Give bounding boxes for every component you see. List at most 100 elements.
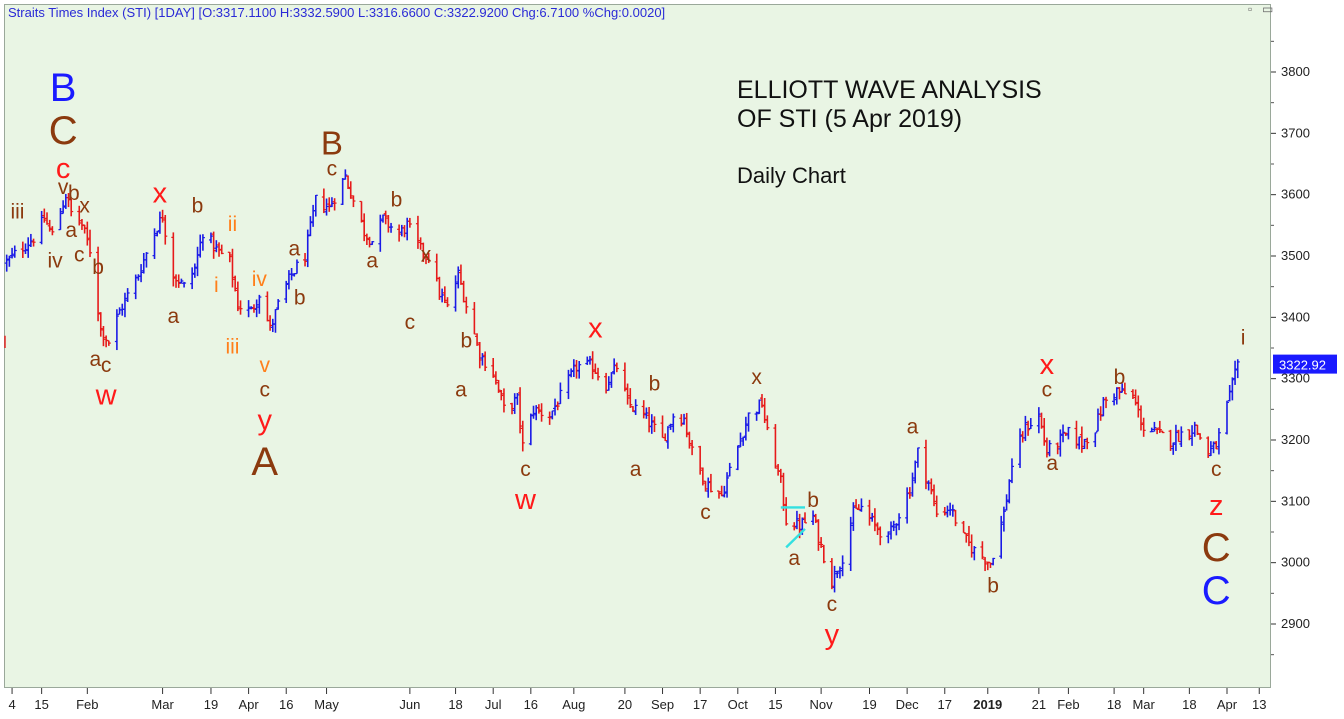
ohlc-bar [961, 521, 966, 534]
ohlc-bar [190, 267, 195, 290]
wave-label: x [1040, 349, 1055, 381]
ohlc-bar [480, 353, 485, 366]
wave-label: c [827, 593, 838, 616]
plot-area[interactable] [4, 4, 1271, 688]
ohlc-bar [684, 412, 689, 438]
ohlc-bar [889, 521, 894, 540]
x-tick-label: Feb [1057, 697, 1079, 712]
ohlc-bar [230, 248, 235, 288]
wave-label: B [321, 124, 343, 161]
ohlc-bar [698, 445, 703, 475]
x-tick-label: 18 [1182, 697, 1196, 712]
ohlc-bar [966, 525, 971, 547]
ohlc-bar [1157, 420, 1162, 433]
ohlc-bar [251, 304, 256, 313]
x-tick-label: 13 [1252, 697, 1266, 712]
restore-icon[interactable]: ▭ [1262, 2, 1274, 16]
minimize-icon[interactable]: ▫ [1248, 2, 1253, 16]
ohlc-bar [1018, 428, 1023, 468]
trendline [785, 528, 806, 549]
ohlc-bar [719, 485, 724, 497]
wave-label: a [455, 378, 467, 401]
ohlc-bar [725, 472, 730, 498]
ohlc-bar [671, 413, 676, 433]
ohlc-bar [69, 198, 74, 217]
ohlc-bar [1141, 417, 1146, 437]
wave-label: v [58, 176, 69, 199]
ohlc-bar [364, 233, 369, 246]
ohlc-bar [238, 300, 243, 315]
ohlc-bar [421, 242, 426, 262]
y-axis-ticks: 2900 3000 3100 3200 3300 3400 3500 3600 3700 3800 [1271, 40, 1310, 656]
ohlc-bar [875, 522, 880, 536]
trendlines [780, 506, 806, 549]
x-tick-label: Dec [896, 697, 920, 712]
ohlc-bar [1117, 387, 1122, 400]
ohlc-bar [518, 387, 523, 434]
ohlc-bar [644, 407, 649, 419]
ohlc-bar [950, 504, 955, 517]
ohlc-bar [641, 400, 646, 419]
ohlc-bar [1058, 429, 1063, 457]
x-axis-ticks: 4 15 Feb Mar 19 Apr 16 May Jun 18 Jul 16 Aug 20 Sep 17 O… [8, 688, 1266, 712]
wave-label: w [95, 380, 118, 412]
ohlc-bar [754, 411, 759, 421]
ohlc-bar [854, 499, 859, 509]
ohlc-bar [464, 296, 469, 314]
ohlc-bar [1233, 360, 1238, 385]
wave-label: iii [10, 201, 24, 224]
ohlc-bar [894, 523, 899, 536]
ohlc-bar [12, 245, 17, 258]
ohlc-bar [125, 288, 130, 303]
wave-label: a [90, 348, 102, 371]
y-tick-label: 2900 [1281, 616, 1310, 631]
wave-label: ii [228, 213, 237, 236]
wave-label: a [788, 547, 800, 570]
wave-label: c [56, 153, 71, 185]
ohlc-bar [50, 226, 55, 236]
ohlc-bar [1077, 436, 1082, 450]
price-axis[interactable] [1272, 4, 1344, 688]
ohlc-bar [179, 278, 184, 284]
ohlc-bar [1055, 442, 1060, 455]
ohlc-bar [687, 431, 692, 449]
ohlc-bar [555, 401, 560, 411]
x-tick-label: Aug [562, 697, 585, 712]
ohlc-bar [152, 228, 157, 259]
ohlc-bar [160, 209, 165, 223]
ohlc-bar [558, 382, 563, 405]
ohlc-bar [227, 251, 232, 263]
ohlc-bar [456, 266, 461, 289]
ohlc-bar [633, 399, 638, 415]
x-tick-label: Jun [399, 697, 420, 712]
wave-label: i [1241, 326, 1246, 349]
wave-label: x [421, 244, 432, 267]
ohlc-bar [668, 423, 673, 430]
ohlc-bar [1171, 442, 1176, 455]
ohlc-bar [706, 477, 711, 498]
ohlc-bar [101, 325, 106, 347]
ohlc-bar [566, 369, 571, 400]
ohlc-bar [945, 505, 950, 518]
wave-label: a [288, 237, 300, 260]
wave-label: x [153, 177, 168, 209]
ohlc-bar [1098, 406, 1103, 421]
ohlc-bar [268, 315, 273, 331]
ohlc-bar [792, 522, 797, 531]
date-axis[interactable] [0, 688, 1344, 719]
ohlc-bar [708, 473, 713, 493]
wave-label: b [294, 286, 306, 309]
wave-label: a [1046, 452, 1058, 475]
ohlc-bar [472, 302, 477, 335]
ohlc-bar [550, 410, 555, 420]
ohlc-bar [31, 238, 36, 247]
ohlc-bar [953, 509, 958, 527]
ohlc-bar [208, 232, 213, 244]
x-tick-label: Nov [810, 697, 834, 712]
wave-label: a [65, 219, 77, 242]
ohlc-bar [211, 231, 216, 259]
ohlc-bar [553, 398, 558, 416]
ohlc-bar [983, 557, 988, 572]
ohlc-bar [424, 255, 428, 265]
ohlc-bar [397, 224, 402, 242]
